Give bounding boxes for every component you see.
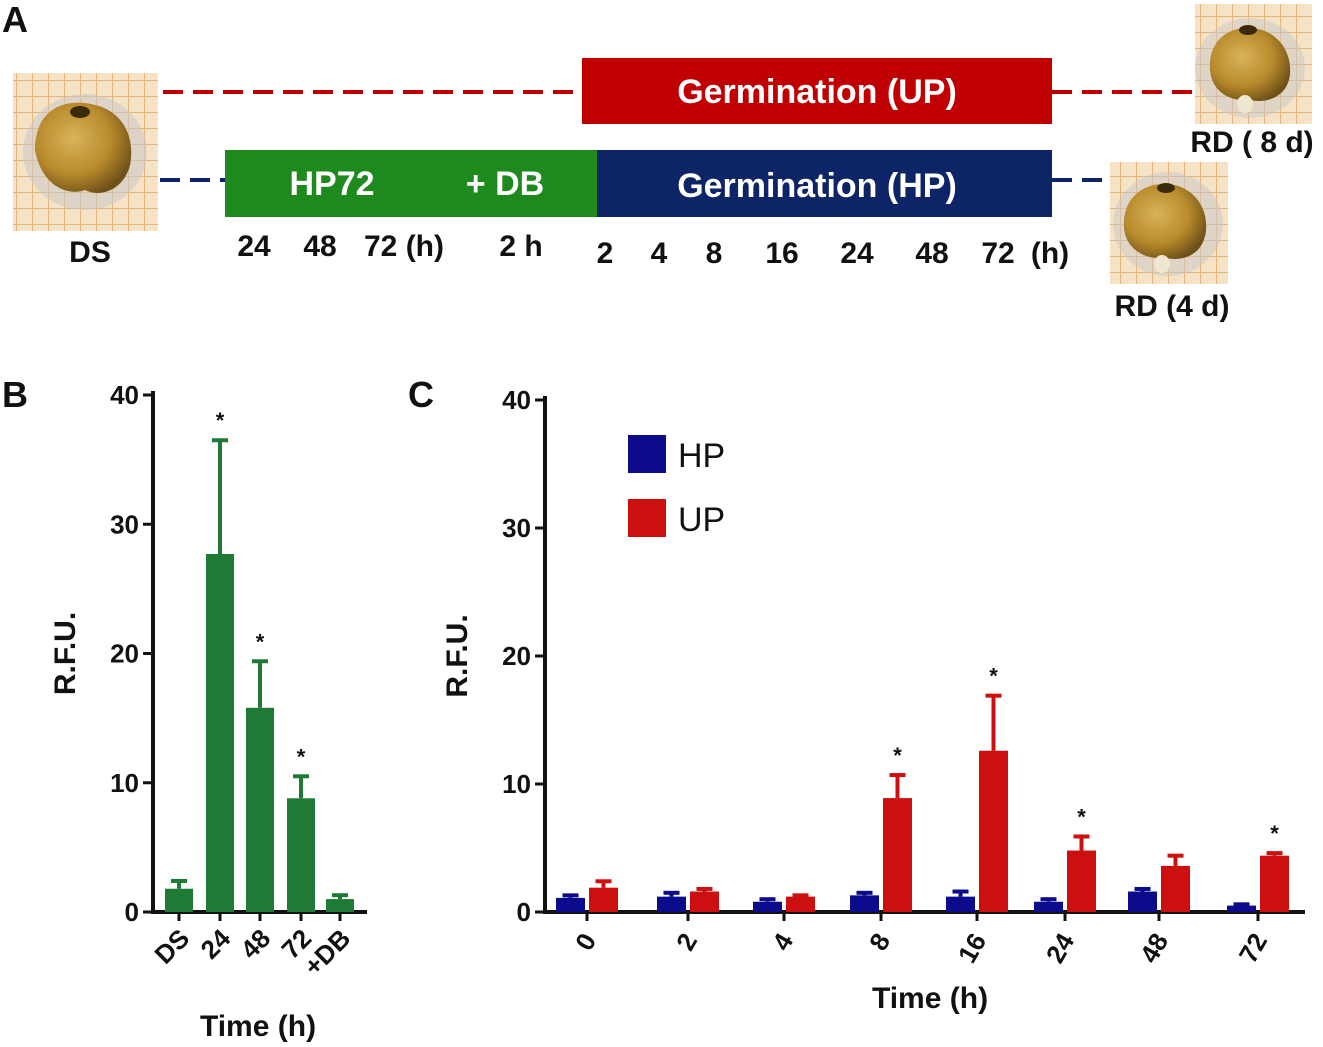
bar-hp (1034, 901, 1063, 912)
legend-swatch-up (628, 499, 666, 537)
y-tick-label: 30 (110, 509, 139, 539)
x-tick-label: DS (148, 923, 195, 970)
x-tick-label: 72 (1233, 928, 1273, 968)
significance-star: * (893, 743, 902, 768)
significance-star: * (216, 408, 225, 433)
hp72-timepoints: 24 48 72 (h) (237, 230, 444, 263)
bar-hp (753, 901, 782, 912)
bar-hp (1227, 905, 1256, 912)
y-tick-label: 30 (502, 513, 531, 543)
hp72-timepoint: 24 (237, 230, 271, 263)
bar-up (1161, 865, 1190, 912)
germ-timepoint: 48 (915, 237, 948, 270)
y-axis-title: R.F.U. (49, 612, 82, 695)
seed-rd8-photo (1195, 4, 1312, 124)
germ-timepoint: 4 (651, 237, 668, 270)
bar-hp72 (246, 707, 274, 912)
bar-up (979, 750, 1008, 912)
bar-hp (657, 896, 686, 912)
bar-up (690, 891, 719, 912)
x-axis-title: Time (h) (200, 1010, 316, 1043)
seed-rd8-label: RD ( 8 d) (1190, 126, 1313, 159)
hp72-label: HP72 (289, 165, 374, 203)
legend: HP UP (628, 435, 725, 539)
hp72-timepoint: 48 (303, 230, 336, 263)
y-tick-label: 20 (502, 641, 531, 671)
y-tick-label: 0 (125, 897, 139, 927)
germ-timepoint: 24 (840, 237, 874, 270)
y-tick-label: 0 (517, 897, 531, 927)
bar-hp (850, 895, 879, 912)
x-tick-label: 48 (235, 923, 277, 965)
legend-swatch-hp (628, 435, 666, 473)
y-tick-label: 20 (110, 639, 139, 669)
bar-hp72 (287, 798, 315, 912)
bar-hp (1128, 891, 1157, 912)
y-tick-label: 10 (110, 768, 139, 798)
y-tick-label: 40 (502, 385, 531, 415)
db-timepoint: 2 h (499, 230, 542, 263)
germination-up-label: Germination (UP) (677, 73, 957, 111)
x-tick-label: 4 (766, 928, 799, 956)
x-tick-label: 8 (863, 928, 896, 956)
panel-b-letter: B (2, 374, 28, 415)
bar-up (1260, 855, 1289, 912)
seed-rd4-photo (1110, 162, 1228, 284)
bar-up (786, 896, 815, 912)
germination-timepoints: 2 4 8 16 24 48 72 (h) (597, 237, 1070, 270)
bar-up (1067, 850, 1096, 912)
seed-ds-photo (13, 73, 158, 231)
bar-hp72 (326, 899, 354, 912)
germ-timepoint: 8 (706, 237, 723, 270)
bar-hp72 (165, 888, 193, 912)
seed-rd4-label: RD (4 d) (1115, 290, 1230, 323)
legend-label-hp: HP (678, 437, 725, 475)
bar-up (883, 798, 912, 912)
x-tick-label: 48 (1134, 928, 1174, 968)
y-axis-title: R.F.U. (441, 614, 474, 697)
x-axis-title: Time (h) (872, 982, 988, 1015)
legend-label-up: UP (678, 501, 725, 539)
x-tick-label: 24 (1040, 928, 1081, 969)
significance-star: * (297, 744, 306, 769)
x-tick-label: 24 (195, 923, 237, 965)
db-label: + DB (466, 165, 544, 203)
bar-up (589, 887, 618, 912)
hp72-timepoint: 72 (h) (364, 230, 444, 263)
significance-star: * (1077, 804, 1086, 829)
bar-hp (556, 897, 585, 912)
germination-up-bar (582, 58, 1052, 124)
germ-timepoint: 72 (981, 237, 1014, 270)
seed-ds-label: DS (69, 236, 111, 269)
y-tick-label: 10 (502, 769, 531, 799)
x-tick-label: 16 (952, 928, 992, 968)
germination-hp-bar (597, 150, 1052, 217)
bar-hp72 (206, 553, 234, 912)
significance-star: * (256, 629, 265, 654)
x-tick-label: +DB (298, 923, 357, 982)
significance-star: * (1270, 821, 1279, 846)
panel-a-letter: A (2, 0, 28, 40)
germ-timepoint: 2 (597, 237, 614, 270)
significance-star: * (989, 664, 998, 689)
hp72-db-bar (225, 150, 597, 217)
y-tick-label: 40 (110, 380, 139, 410)
panel-c-letter: C (408, 374, 434, 415)
germination-hp-label: Germination (HP) (677, 167, 957, 205)
x-tick-label: 0 (569, 928, 602, 956)
germ-timepoint: (h) (1031, 237, 1069, 270)
germ-timepoint: 16 (765, 237, 798, 270)
x-tick-label: 2 (670, 928, 703, 956)
bar-hp (946, 896, 975, 912)
